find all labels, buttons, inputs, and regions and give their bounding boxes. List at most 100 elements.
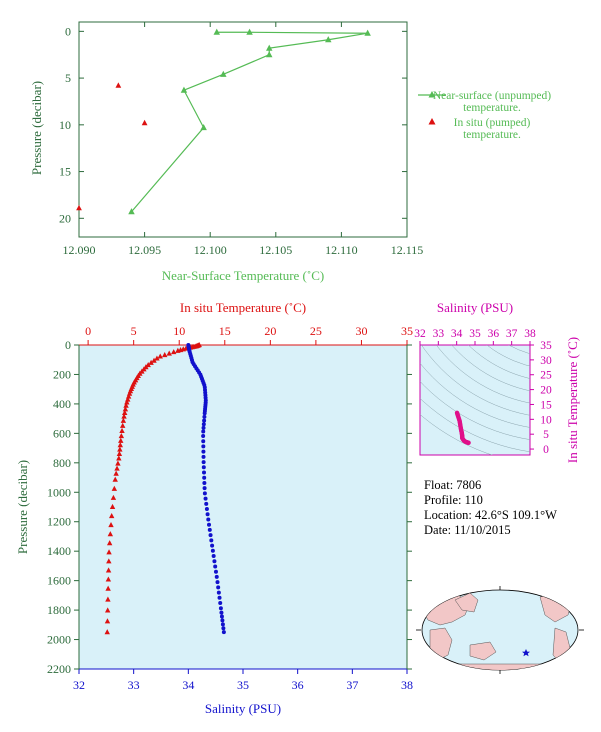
in-situ-temperature-point — [120, 417, 127, 423]
in-situ-temperature-point — [107, 531, 114, 537]
temperature-x-tick-label: 35 — [401, 324, 413, 338]
salinity-x-axis: 32 33 34 35 36 37 38 — [73, 669, 413, 692]
temperature-x-tick-label: 15 — [219, 324, 231, 338]
near-surface-point — [266, 44, 273, 51]
ts-series-group — [454, 410, 471, 446]
salinity-point — [201, 460, 206, 465]
ts-y-axis-label: In situ Temperature (˚C) — [565, 337, 580, 463]
near-surface-point — [325, 36, 332, 43]
legend-near-surface-label-1: Near-surface (unpumped) — [433, 90, 551, 102]
temperature-x-tick-label: 20 — [264, 324, 276, 338]
in-situ-temperature-point — [122, 406, 129, 412]
in-situ-point — [76, 204, 82, 211]
salinity-x-tick-label: 36 — [292, 678, 304, 692]
near-surface-point — [213, 28, 220, 35]
in-situ-temperature-point — [104, 607, 111, 613]
top-x-tick-label: 12.095 — [128, 243, 161, 257]
ts-point — [466, 440, 471, 446]
ts-y-tick-label: 10 — [540, 414, 552, 426]
salinity-point — [201, 425, 206, 430]
main-plot-background — [79, 345, 407, 669]
ts-y-tick-label: 30 — [540, 355, 552, 367]
salinity-x-tick-label: 33 — [128, 678, 140, 692]
salinity-point — [201, 433, 206, 438]
in-situ-temperature-point — [116, 455, 122, 461]
salinity-point — [216, 585, 221, 590]
ts-x-axis: 32 33 34 35 36 37 38 — [414, 328, 536, 345]
salinity-point — [201, 444, 206, 449]
salinity-point — [218, 601, 223, 606]
temperature-x-tick-label: 10 — [173, 324, 185, 338]
near-surface-temperature-chart: 12.090 12.095 12.100 12.105 12.110 12.115 051… — [29, 21, 551, 283]
in-situ-temperature-point — [108, 522, 114, 528]
float-location: Location: 42.6°S 109.1°W — [424, 508, 557, 522]
salinity-point — [220, 618, 225, 623]
salinity-x-tick-label: 32 — [73, 678, 85, 692]
in-situ-temperature-point — [116, 450, 123, 456]
ts-density-contour — [464, 154, 601, 346]
pressure-y-tick-label: 2000 — [47, 633, 71, 647]
salinity-point — [202, 411, 207, 416]
salinity-point — [201, 470, 206, 475]
legend-near-surface-marker — [428, 91, 436, 98]
in-situ-temperature-point — [117, 442, 124, 448]
salinity-point — [217, 595, 222, 600]
ts-plot-background — [419, 344, 531, 456]
salinity-point — [203, 496, 208, 501]
in-situ-temperature-point — [121, 413, 127, 419]
top-plot-frame — [78, 21, 408, 238]
top-y-tick-label: 15 — [59, 165, 71, 179]
in-situ-temperature-point — [114, 465, 120, 471]
near-surface-point — [128, 208, 135, 215]
ts-x-tick-label: 37 — [506, 328, 518, 340]
ts-x-tick-label: 38 — [524, 328, 536, 340]
salinity-point — [201, 449, 206, 454]
profile-number: Profile: 110 — [424, 493, 483, 507]
in-situ-temperature-point — [154, 355, 160, 361]
legend-near-surface-label-2: temperature. — [463, 102, 521, 114]
ts-x-tick-label: 36 — [488, 328, 500, 340]
in-situ-temperature-point — [171, 349, 177, 355]
in-situ-temperature-point — [124, 399, 130, 405]
in-situ-temperature-point — [151, 357, 157, 363]
top-x-tick-label: 12.110 — [325, 243, 358, 257]
near-surface-point — [364, 29, 371, 36]
temperature-x-tick-label: 25 — [310, 324, 322, 338]
ts-y-tick-label: 35 — [540, 340, 552, 352]
in-situ-temperature-point — [104, 618, 111, 624]
in-situ-temperature-point — [106, 558, 112, 564]
top-legend: Near-surface (unpumped) temperature. In … — [418, 90, 551, 141]
in-situ-temperature-point — [145, 361, 151, 368]
in-situ-temperature-point — [175, 347, 181, 353]
in-situ-temperature-point — [105, 576, 112, 582]
pressure-y-tick-label: 600 — [53, 426, 71, 440]
in-situ-temperature-point — [118, 432, 125, 439]
salinity-point — [213, 564, 218, 569]
salinity-point — [221, 630, 226, 635]
top-x-tick-label: 12.090 — [63, 243, 96, 257]
salinity-point — [213, 569, 218, 574]
salinity-point — [220, 622, 225, 627]
salinity-point — [204, 501, 209, 506]
ts-density-contour — [508, 345, 530, 354]
ts-x-axis-label: Salinity (PSU) — [437, 300, 513, 315]
salinity-point — [210, 548, 215, 553]
salinity-point — [201, 439, 206, 444]
top-x-tick-label: 12.105 — [259, 243, 292, 257]
near-surface-point — [266, 51, 273, 58]
salinity-point — [214, 574, 219, 579]
in-situ-temperature-point — [118, 437, 124, 443]
top-x-axis: 12.090 12.095 12.100 12.105 12.110 12.115 — [63, 22, 423, 257]
in-situ-temperature-point — [108, 512, 115, 519]
in-situ-temperature-point — [105, 585, 111, 591]
temperature-x-tick-label: 0 — [85, 324, 91, 338]
salinity-point — [207, 527, 212, 532]
pressure-y-tick-label: 1200 — [47, 515, 71, 529]
main-bottom-axis-label: Salinity (PSU) — [205, 701, 281, 716]
in-situ-temperature-point — [105, 567, 112, 573]
temperature-x-tick-label: 30 — [355, 324, 367, 338]
salinity-point — [202, 480, 207, 485]
in-situ-temperature-point — [122, 409, 128, 415]
in-situ-point — [115, 82, 122, 88]
top-y-tick-label: 0 — [65, 24, 71, 38]
